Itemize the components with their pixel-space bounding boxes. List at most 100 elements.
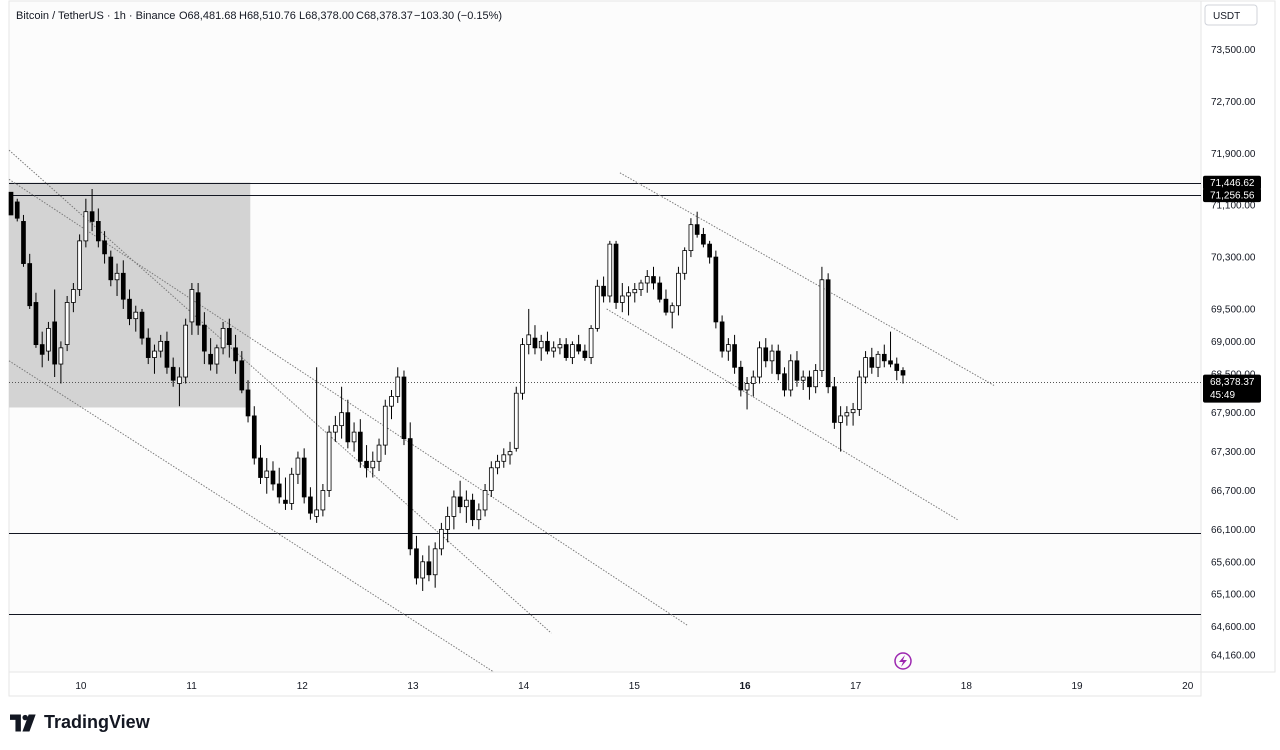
candle [301, 448, 307, 504]
candle [220, 321, 226, 355]
candle [14, 198, 20, 222]
level-price-tag-box [1203, 188, 1261, 203]
candle [202, 312, 207, 365]
candle-body [407, 438, 413, 550]
candle [732, 334, 737, 374]
candle [488, 461, 494, 497]
candle [551, 341, 557, 358]
candle-body [894, 363, 900, 371]
candle [863, 351, 868, 384]
candle-body [46, 327, 51, 352]
candle [800, 370, 806, 390]
price-tick-label: 69,500.00 [1211, 304, 1256, 315]
candle [819, 266, 825, 378]
candle [370, 451, 376, 478]
candle [881, 344, 887, 368]
candle [638, 279, 644, 296]
candle [233, 334, 238, 374]
candle [501, 448, 507, 468]
candle [245, 380, 251, 423]
candle [114, 263, 120, 296]
time-axis-background[interactable] [8, 671, 1202, 697]
tradingview-logo[interactable]: TradingView [10, 712, 150, 733]
candle-body [276, 483, 282, 498]
candle-body [414, 548, 419, 579]
lightning-icon-bolt [899, 655, 907, 667]
candle-body [457, 496, 463, 508]
candle-body [694, 224, 700, 235]
candle [445, 506, 450, 543]
candle-body [170, 366, 176, 381]
candle-body [757, 347, 762, 378]
candle [707, 240, 712, 264]
candle [495, 454, 500, 475]
candle-body [632, 289, 638, 294]
candle-body [507, 451, 513, 456]
candle-body [333, 425, 338, 433]
candle-body [532, 337, 538, 349]
candle-body [158, 340, 164, 352]
candle-body [21, 221, 26, 264]
candle [626, 286, 631, 316]
candle [545, 331, 550, 355]
candle [314, 367, 319, 523]
candle-body [202, 324, 207, 352]
candle [825, 273, 831, 394]
candle [258, 445, 263, 484]
candle-body [613, 243, 619, 303]
time-tick-label: 12 [297, 681, 309, 692]
candle-body [177, 376, 182, 384]
candle-body [744, 383, 750, 391]
candle-body [283, 499, 288, 504]
candle-body [195, 292, 201, 326]
header-symbol[interactable]: Bitcoin / TetherUS · 1h · Binance [16, 10, 175, 22]
candle-body [33, 302, 39, 346]
candle [89, 189, 95, 232]
candle-body [426, 561, 432, 576]
candle-body [538, 340, 544, 349]
candle [21, 214, 26, 267]
candle [407, 422, 413, 556]
candle [239, 351, 245, 394]
candle-body [520, 344, 525, 394]
candle [719, 315, 725, 358]
candle [333, 415, 338, 442]
candle-body [357, 431, 363, 462]
candle-body [800, 376, 806, 381]
header-low: L68,378.00 [299, 10, 354, 22]
candle [570, 341, 575, 365]
candle-body [682, 250, 688, 274]
candle-body [488, 467, 494, 491]
candle-body [807, 376, 812, 388]
candle-body [651, 276, 656, 284]
candle-body [551, 347, 557, 352]
candle-body [395, 376, 401, 397]
lightning-icon-ring [894, 652, 912, 670]
candle [439, 522, 444, 556]
candle-body [626, 292, 631, 297]
candle-body [701, 233, 706, 245]
candle [382, 399, 388, 455]
price-axis-background[interactable] [1200, 0, 1276, 673]
candle [900, 367, 906, 384]
candle [345, 399, 351, 449]
candle [170, 357, 176, 387]
candle-body [732, 344, 737, 368]
candle-body [95, 221, 101, 242]
lightning-icon[interactable] [894, 652, 912, 670]
candle-body [432, 548, 438, 576]
candle [701, 227, 706, 248]
candle [133, 305, 139, 332]
currency-label: USDT [1213, 11, 1240, 22]
candle [145, 328, 151, 365]
currency-box[interactable] [1204, 4, 1258, 26]
candle-body [364, 460, 369, 469]
tradingview-wordmark: TradingView [44, 712, 150, 732]
price-tick-label: 72,700.00 [1211, 97, 1256, 108]
candle [389, 389, 394, 420]
candle [64, 295, 70, 352]
candle-body [127, 298, 132, 320]
candle [189, 283, 195, 335]
candle [395, 367, 401, 403]
